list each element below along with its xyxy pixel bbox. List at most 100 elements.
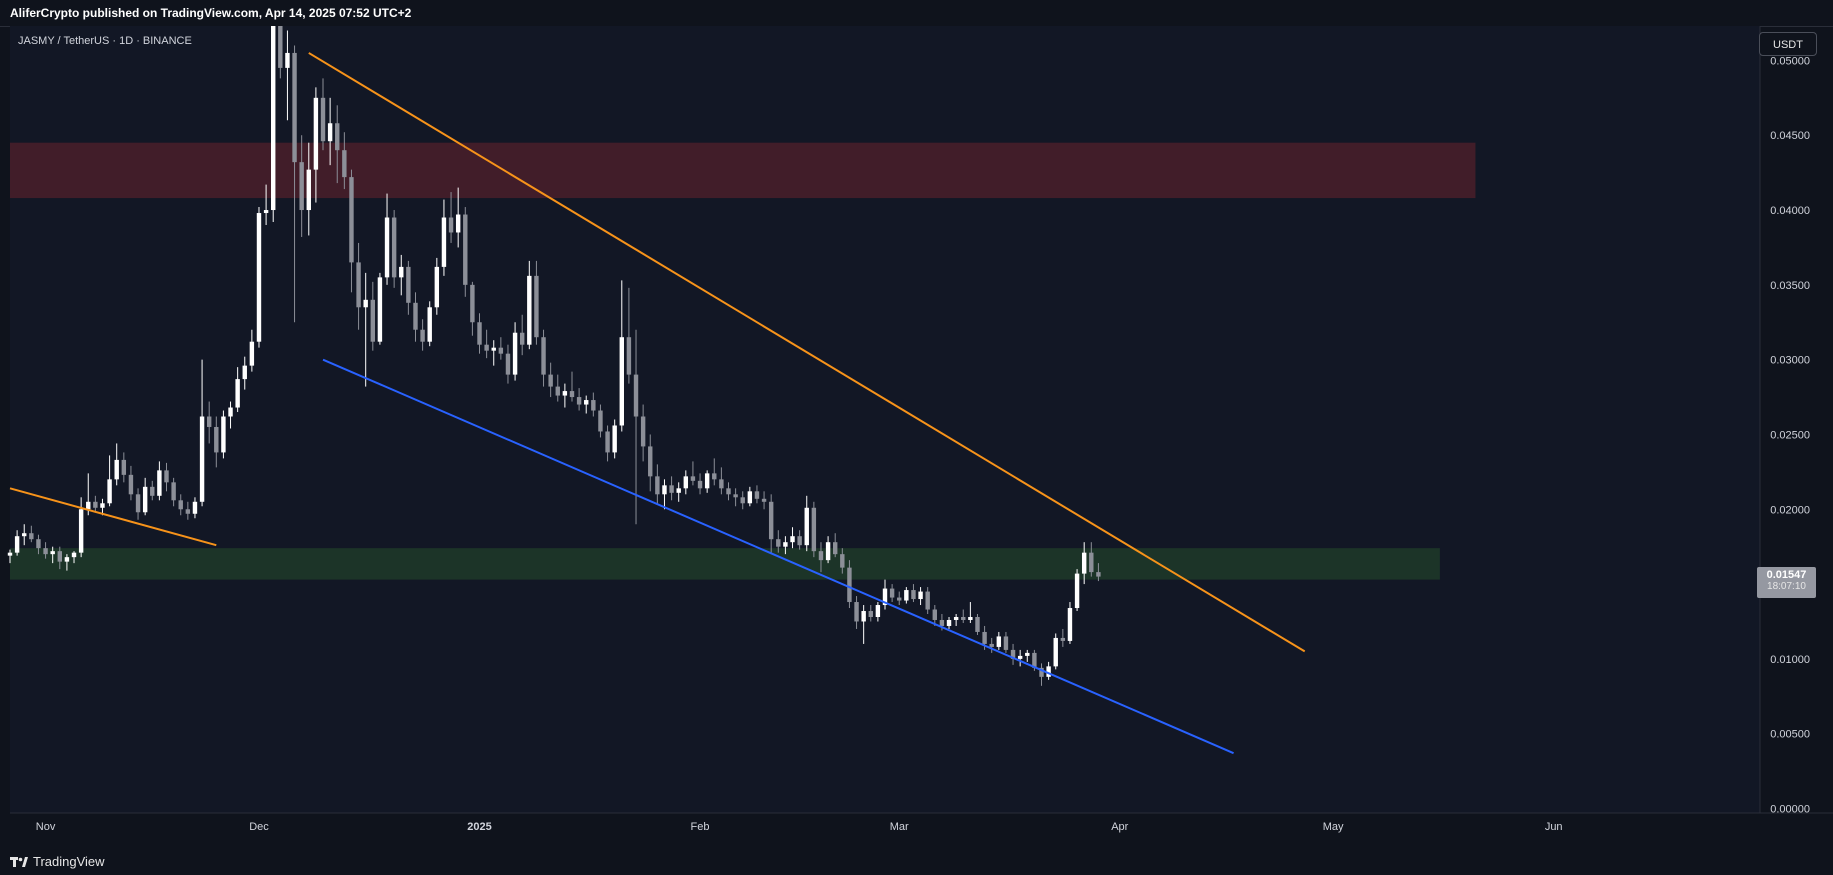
candle[interactable] (278, 26, 283, 79)
candle[interactable] (448, 192, 454, 243)
candle[interactable] (320, 78, 326, 151)
candle[interactable] (171, 477, 176, 507)
candle[interactable] (477, 313, 482, 354)
candle[interactable] (285, 30, 290, 121)
candle[interactable] (648, 434, 653, 492)
candle[interactable] (413, 292, 418, 342)
candle[interactable] (271, 26, 276, 223)
candle[interactable] (576, 388, 582, 411)
candle[interactable] (1053, 633, 1058, 670)
candle[interactable] (840, 548, 845, 574)
candle[interactable] (29, 525, 34, 543)
candle[interactable] (327, 97, 333, 166)
candle[interactable] (64, 554, 70, 571)
upper-trendline[interactable] (308, 52, 1306, 653)
lower-trendline[interactable] (322, 358, 1234, 755)
candle[interactable] (989, 637, 994, 653)
candle[interactable] (626, 287, 632, 384)
candle[interactable] (384, 193, 390, 285)
resistance-zone[interactable] (10, 142, 1476, 199)
candle[interactable] (776, 530, 781, 553)
candle[interactable] (86, 473, 91, 516)
candle[interactable] (71, 551, 77, 564)
candle[interactable] (783, 536, 788, 555)
candle[interactable] (399, 254, 404, 296)
candle[interactable] (185, 501, 191, 520)
candle[interactable] (712, 458, 717, 486)
candle[interactable] (655, 464, 660, 505)
candle[interactable] (470, 281, 475, 336)
candle[interactable] (662, 479, 667, 510)
candle[interactable] (690, 461, 696, 486)
candle[interactable] (505, 344, 511, 384)
candle[interactable] (861, 605, 866, 644)
candle[interactable] (434, 257, 440, 315)
candle[interactable] (591, 392, 596, 417)
candle[interactable] (1025, 649, 1030, 662)
candle[interactable] (555, 374, 560, 402)
support-zone[interactable] (10, 548, 1440, 580)
candle[interactable] (961, 609, 966, 623)
candle[interactable] (206, 401, 212, 444)
candle[interactable] (199, 359, 205, 507)
candle[interactable] (640, 404, 646, 462)
candle[interactable] (214, 416, 219, 468)
candle[interactable] (50, 546, 55, 564)
candle[interactable] (584, 395, 589, 414)
candle[interactable] (889, 584, 895, 603)
candle[interactable] (832, 533, 838, 558)
candle[interactable] (697, 473, 703, 495)
currency-button[interactable]: USDT (1759, 32, 1817, 56)
candle[interactable] (14, 530, 20, 556)
candle[interactable] (875, 602, 881, 622)
candle[interactable] (683, 470, 689, 495)
candle[interactable] (178, 494, 183, 516)
candle[interactable] (633, 329, 639, 525)
candle[interactable] (1017, 649, 1023, 667)
price-chart[interactable]: 0.000000.005000.010000.015000.020000.025… (0, 26, 1833, 848)
candle[interactable] (1003, 631, 1009, 653)
candle[interactable] (427, 301, 432, 347)
candle[interactable] (263, 184, 269, 225)
candle[interactable] (1060, 628, 1066, 647)
candle[interactable] (164, 462, 169, 492)
candle[interactable] (121, 452, 127, 483)
candle[interactable] (726, 482, 731, 501)
candle[interactable] (1081, 542, 1087, 585)
candle[interactable] (93, 495, 98, 513)
candle[interactable] (1010, 643, 1016, 665)
candle[interactable] (847, 560, 852, 609)
candle[interactable] (797, 530, 802, 550)
candle[interactable] (761, 491, 767, 510)
candle[interactable] (107, 455, 112, 507)
candle[interactable] (519, 314, 525, 356)
candle[interactable] (548, 362, 553, 398)
candle[interactable] (242, 356, 247, 390)
candle[interactable] (534, 260, 539, 345)
candle[interactable] (1096, 563, 1101, 582)
candle[interactable] (512, 322, 518, 381)
candle[interactable] (562, 383, 568, 408)
candle[interactable] (463, 207, 468, 297)
candle[interactable] (676, 482, 681, 502)
price-axis[interactable]: 0.000000.005000.010000.015000.020000.025… (1770, 55, 1810, 815)
candle[interactable] (221, 410, 226, 459)
candle[interactable] (790, 527, 795, 549)
candle[interactable] (1046, 661, 1051, 680)
candle[interactable] (57, 546, 63, 570)
candle[interactable] (975, 614, 980, 635)
candle[interactable] (719, 467, 724, 495)
candle[interactable] (811, 501, 817, 558)
candle[interactable] (36, 534, 41, 555)
candle[interactable] (968, 602, 973, 623)
candle[interactable] (541, 329, 546, 387)
candle[interactable] (22, 524, 27, 546)
candle[interactable] (747, 486, 753, 507)
candle[interactable] (391, 210, 397, 288)
candle[interactable] (1039, 663, 1044, 686)
candle[interactable] (356, 242, 361, 330)
candle[interactable] (804, 495, 809, 552)
candle[interactable] (370, 281, 376, 351)
candle[interactable] (825, 536, 831, 564)
candle[interactable] (306, 142, 311, 236)
